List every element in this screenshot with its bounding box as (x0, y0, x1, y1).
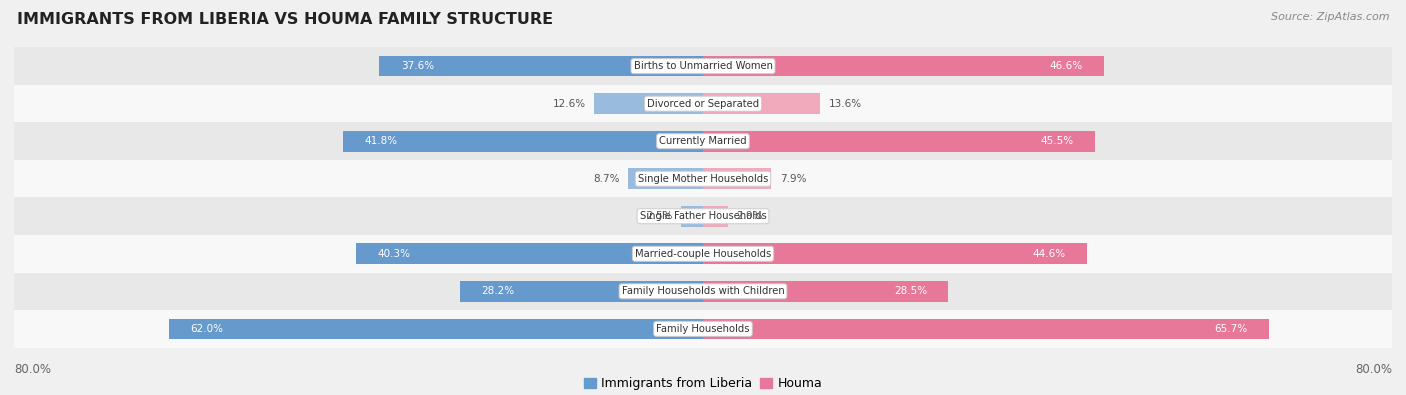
Bar (343, 131, 703, 152)
Legend: Immigrants from Liberia, Houma: Immigrants from Liberia, Houma (579, 372, 827, 395)
Text: Currently Married: Currently Married (659, 136, 747, 146)
Bar (356, 243, 703, 264)
Text: 13.6%: 13.6% (828, 99, 862, 109)
Text: 40.3%: 40.3% (377, 249, 411, 259)
Bar (703, 318, 1268, 339)
Text: Divorced or Separated: Divorced or Separated (647, 99, 759, 109)
Text: 62.0%: 62.0% (191, 324, 224, 334)
Bar (14, 310, 1392, 348)
Bar (380, 56, 703, 77)
Text: IMMIGRANTS FROM LIBERIA VS HOUMA FAMILY STRUCTURE: IMMIGRANTS FROM LIBERIA VS HOUMA FAMILY … (17, 12, 553, 27)
Bar (703, 131, 1095, 152)
Bar (682, 206, 703, 227)
Bar (628, 168, 703, 189)
Bar (14, 122, 1392, 160)
Text: 12.6%: 12.6% (553, 99, 586, 109)
Bar (703, 168, 770, 189)
Bar (14, 85, 1392, 122)
Text: Married-couple Households: Married-couple Households (636, 249, 770, 259)
Text: 2.5%: 2.5% (647, 211, 673, 221)
Text: 41.8%: 41.8% (364, 136, 398, 146)
Text: 46.6%: 46.6% (1050, 61, 1083, 71)
Text: 28.5%: 28.5% (894, 286, 927, 296)
Text: 28.2%: 28.2% (482, 286, 515, 296)
Text: Source: ZipAtlas.com: Source: ZipAtlas.com (1271, 12, 1389, 22)
Bar (14, 198, 1392, 235)
Text: 80.0%: 80.0% (1355, 363, 1392, 376)
Bar (14, 160, 1392, 198)
Text: 45.5%: 45.5% (1040, 136, 1073, 146)
Text: 65.7%: 65.7% (1215, 324, 1247, 334)
Bar (703, 281, 949, 302)
Bar (169, 318, 703, 339)
Bar (595, 93, 703, 114)
Text: Births to Unmarried Women: Births to Unmarried Women (634, 61, 772, 71)
Bar (703, 93, 820, 114)
Bar (460, 281, 703, 302)
Text: Single Father Households: Single Father Households (640, 211, 766, 221)
Bar (703, 56, 1104, 77)
Text: 2.9%: 2.9% (737, 211, 763, 221)
Text: Family Households with Children: Family Households with Children (621, 286, 785, 296)
Text: Single Mother Households: Single Mother Households (638, 174, 768, 184)
Text: Family Households: Family Households (657, 324, 749, 334)
Bar (14, 235, 1392, 273)
Text: 37.6%: 37.6% (401, 61, 434, 71)
Bar (703, 206, 728, 227)
Bar (14, 47, 1392, 85)
Text: 8.7%: 8.7% (593, 174, 620, 184)
Bar (14, 273, 1392, 310)
Text: 80.0%: 80.0% (14, 363, 51, 376)
Text: 44.6%: 44.6% (1032, 249, 1066, 259)
Text: 7.9%: 7.9% (780, 174, 806, 184)
Bar (703, 243, 1087, 264)
